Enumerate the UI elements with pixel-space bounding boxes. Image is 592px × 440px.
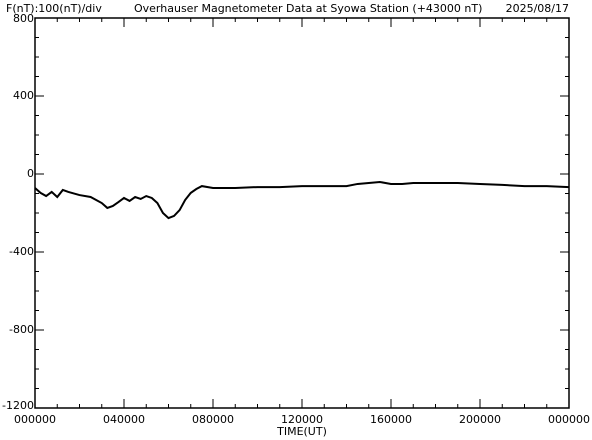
y-tick-label: 400 xyxy=(13,89,34,102)
y-tick-label: 0 xyxy=(27,167,34,180)
scale-label: F(nT):100(nT)/div xyxy=(6,2,102,15)
x-tick-label: 080000 xyxy=(192,413,234,426)
x-axis-label: TIME(UT) xyxy=(276,425,327,438)
y-tick-label: -800 xyxy=(9,323,34,336)
chart-date: 2025/08/17 xyxy=(506,2,569,15)
x-tick-label: 000000 xyxy=(14,413,56,426)
x-tick-label: 160000 xyxy=(370,413,412,426)
y-tick-label: -1200 xyxy=(2,399,34,412)
x-tick-label: 040000 xyxy=(103,413,145,426)
x-tick-label: 000000 xyxy=(548,413,590,426)
y-tick-label: 800 xyxy=(13,12,34,25)
chart-title: Overhauser Magnetometer Data at Syowa St… xyxy=(134,2,482,15)
data-line xyxy=(34,180,570,220)
y-tick-label: -400 xyxy=(9,245,34,258)
x-tick-label: 120000 xyxy=(281,413,323,426)
plot-frame xyxy=(34,17,570,409)
x-tick-label: 200000 xyxy=(459,413,501,426)
